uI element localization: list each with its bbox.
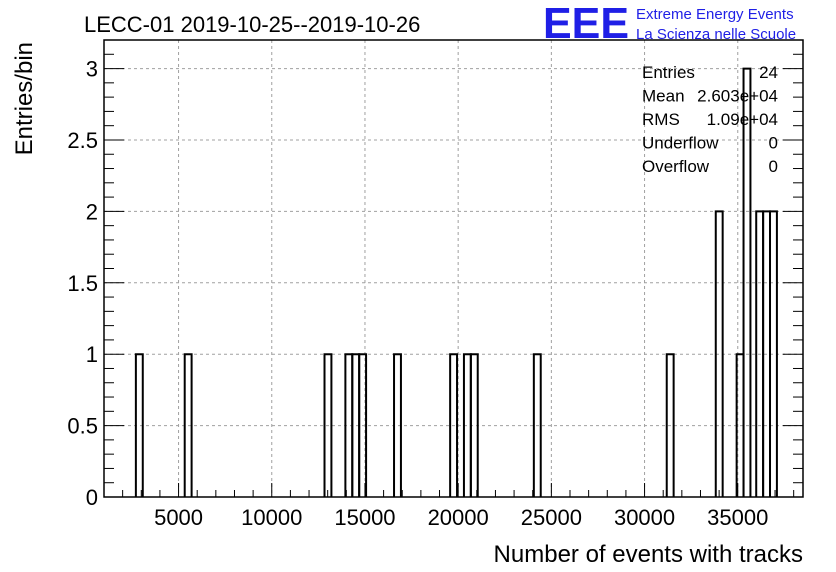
stats-label: Mean (642, 87, 685, 106)
y-tick-label: 0.5 (67, 414, 98, 439)
stats-label: Entries (642, 63, 695, 82)
y-tick-label: 1.5 (67, 271, 98, 296)
y-tick-label: 1 (86, 342, 98, 367)
chart-title: LECC-01 2019-10-25--2019-10-26 (84, 12, 420, 37)
y-axis-label: Entries/bin (11, 42, 38, 155)
stats-value: 24 (759, 63, 778, 82)
y-tick-label: 0 (86, 485, 98, 510)
x-tick-label: 35000 (707, 505, 768, 530)
histogram-bin (393, 353, 402, 497)
tick-labels: 5000 10000 15000 20000 25000 30000 35000 0 0.5 1 1… (67, 57, 768, 530)
histogram-bin (449, 353, 459, 497)
stats-label: RMS (642, 110, 680, 129)
y-tick-label: 2.5 (67, 128, 98, 153)
histogram-bin (665, 353, 675, 497)
histogram-bars (134, 67, 778, 497)
stats-label: Underflow (642, 134, 719, 153)
stats-value: 0 (769, 157, 778, 176)
axis-ticks (103, 39, 803, 498)
eee-logo-line1: Extreme Energy Events (636, 6, 794, 23)
stats-value: 0 (769, 134, 778, 153)
stats-box: Entries 24 Mean 2.603e+04 RMS 1.09e+04 Underfl… (642, 63, 778, 176)
x-tick-label: 10000 (241, 505, 302, 530)
histogram-bin (183, 353, 193, 497)
histogram-bin (769, 210, 778, 497)
stats-value: 2.603e+04 (697, 87, 778, 106)
x-tick-label: 25000 (521, 505, 582, 530)
x-tick-label: 15000 (334, 505, 395, 530)
x-tick-label: 5000 (154, 505, 203, 530)
x-tick-label: 30000 (614, 505, 675, 530)
histogram-bin (532, 353, 542, 497)
stats-label: Overflow (642, 157, 710, 176)
histogram-bin (714, 210, 724, 497)
x-tick-label: 20000 (428, 505, 489, 530)
histogram-bin (358, 353, 368, 497)
histogram-bin (134, 353, 144, 497)
x-axis-label: Number of events with tracks (494, 541, 803, 568)
histogram-bin (469, 353, 479, 497)
histogram-bin (323, 353, 333, 497)
histogram-bin (742, 67, 752, 497)
y-tick-label: 3 (86, 57, 98, 82)
eee-logo: EEE Extreme Energy Events La Scienza nel… (543, 0, 796, 48)
eee-logo-mark: EEE (543, 0, 629, 48)
stats-value: 1.09e+04 (707, 110, 778, 129)
y-tick-label: 2 (86, 199, 98, 224)
eee-logo-line2: La Scienza nelle Scuole (636, 26, 796, 43)
